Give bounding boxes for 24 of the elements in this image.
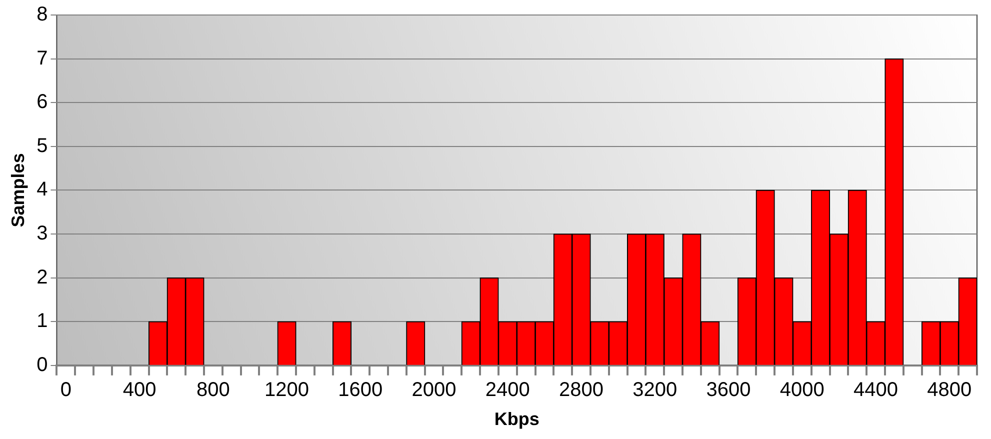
y-tick-label: 4 — [36, 178, 48, 201]
x-tick-label: 4800 — [927, 378, 972, 401]
y-tick-label: 0 — [36, 354, 48, 376]
x-tick-label: 2800 — [559, 378, 604, 401]
y-tick-label: 1 — [36, 310, 48, 332]
y-tick-label: 8 — [36, 4, 48, 26]
y-tick-label: 5 — [36, 134, 48, 157]
y-tick-label: 2 — [36, 266, 48, 288]
x-tick-label: 2400 — [485, 378, 530, 401]
x-tick-label: 1600 — [338, 378, 383, 401]
x-tick-label: 3200 — [632, 378, 678, 401]
y-tick-label: 3 — [36, 222, 48, 245]
x-tick-label: 0 — [60, 378, 72, 401]
x-tick-label: 1200 — [264, 378, 310, 401]
y-axis-title: Samples — [8, 153, 28, 228]
x-tick-label: 2000 — [412, 378, 456, 401]
x-tick-label: 4000 — [780, 378, 824, 401]
x-tick-label: 4400 — [854, 378, 898, 401]
y-tick-label: 6 — [36, 91, 48, 114]
x-tick-label: 400 — [122, 378, 156, 401]
y-tick-label: 7 — [36, 47, 48, 70]
x-axis-title: Kbps — [494, 409, 540, 430]
x-tick-label: 800 — [196, 378, 230, 401]
x-tick-label: 3600 — [706, 378, 751, 401]
